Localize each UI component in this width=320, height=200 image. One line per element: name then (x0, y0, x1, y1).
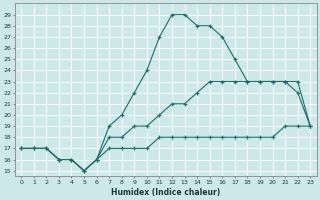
X-axis label: Humidex (Indice chaleur): Humidex (Indice chaleur) (111, 188, 220, 197)
